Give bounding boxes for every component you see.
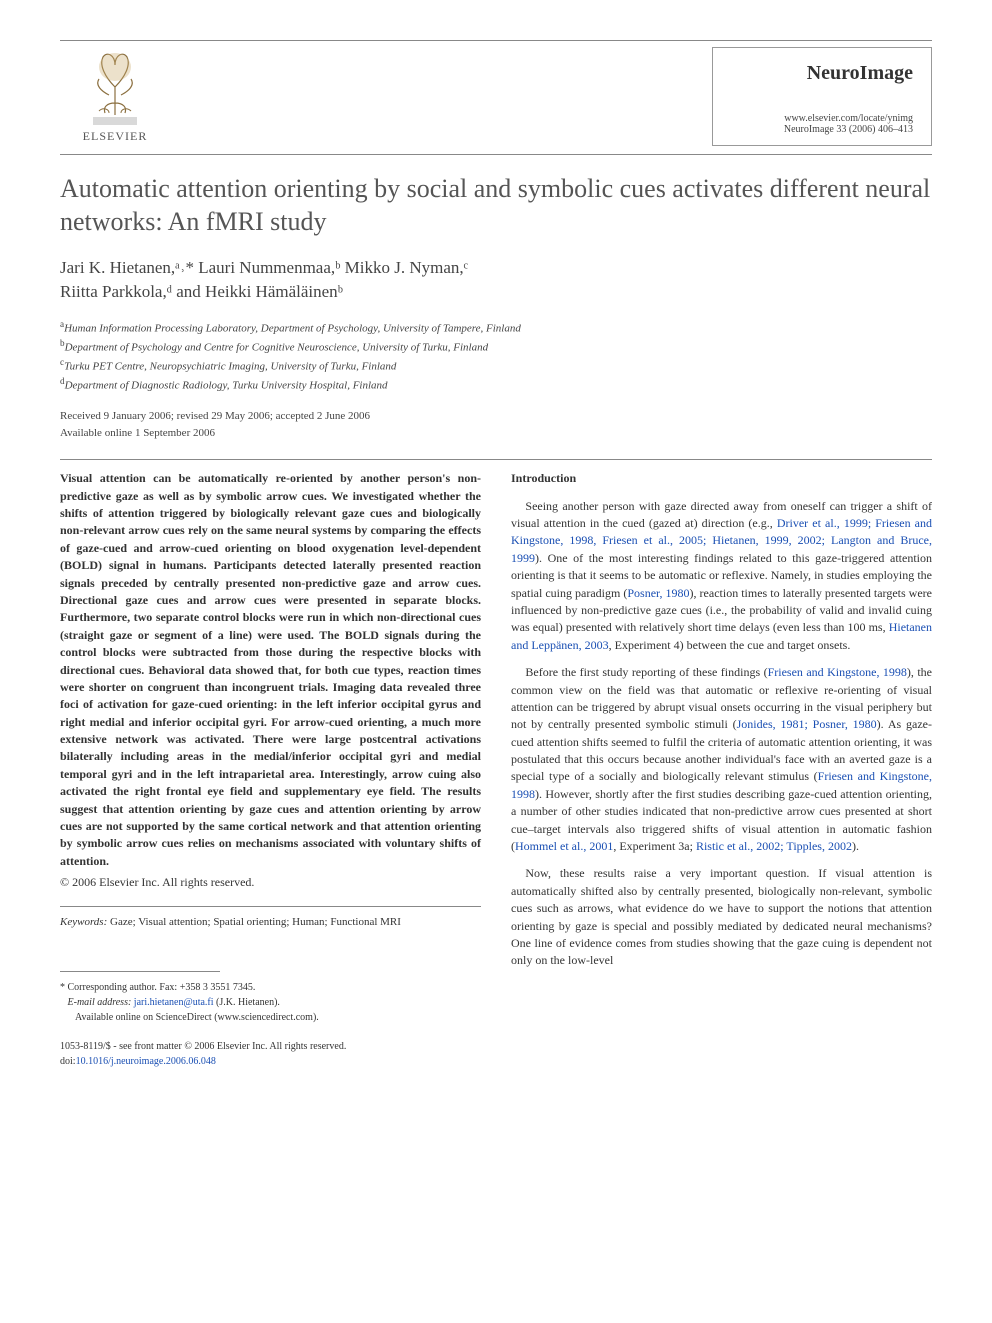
cite-p2-1[interactable]: Friesen and Kingstone, 1998 [768,665,907,679]
doi-line: doi:10.1016/j.neuroimage.2006.06.048 [60,1054,481,1069]
keywords-label: Keywords: [60,916,107,928]
affil-c: Turku PET Centre, Neuropsychiatric Imagi… [64,361,396,373]
doi-label: doi: [60,1056,76,1067]
email-line: E-mail address: jari.hietanen@uta.fi (J.… [60,995,481,1010]
doi-value[interactable]: 10.1016/j.neuroimage.2006.06.048 [76,1056,216,1067]
email-of: (J.K. Hietanen). [216,997,280,1008]
online-date: Available online 1 September 2006 [60,427,215,439]
dates-block: Received 9 January 2006; revised 29 May … [60,408,932,441]
copyright-line: © 2006 Elsevier Inc. All rights reserved… [60,874,481,891]
left-column: Visual attention can be automatically re… [60,470,481,1068]
affil-a: Human Information Processing Laboratory,… [64,322,521,334]
sciencedirect-line: Available online on ScienceDirect (www.s… [60,1010,481,1025]
authors: Jari K. Hietanen,ᵃ˒* Lauri Nummenmaa,ᵇ M… [60,256,932,304]
two-column-body: Visual attention can be automatically re… [60,470,932,1068]
intro-para-1: Seeing another person with gaze directed… [511,498,932,655]
cite-p2-5[interactable]: Ristic et al., 2002; Tipples, 2002 [696,839,852,853]
affiliations: aHuman Information Processing Laboratory… [60,318,932,395]
elsevier-tree-icon [75,47,155,127]
footnote-rule [60,971,220,972]
cite-p2-4[interactable]: Hommel et al., 2001 [515,839,613,853]
keywords-text: Gaze; Visual attention; Spatial orientin… [110,916,401,928]
journal-site: www.elsevier.com/locate/ynimg [731,113,913,124]
keywords-line: Keywords: Gaze; Visual attention; Spatia… [60,915,481,931]
header-rule [60,154,932,155]
publisher-block: ELSEVIER [60,47,170,144]
article-title: Automatic attention orienting by social … [60,173,932,238]
p1d: , Experiment 4) between the cue and targ… [609,638,851,652]
email-address[interactable]: jari.hietanen@uta.fi [134,997,214,1008]
p2e: , Experiment 3a; [613,839,696,853]
affil-d: Department of Diagnostic Radiology, Turk… [65,380,388,392]
top-rule [60,40,932,41]
journal-citation: NeuroImage 33 (2006) 406–413 [731,124,913,135]
authors-line2: Riitta Parkkola,ᵈ and Heikki Hämäläinenᵇ [60,282,343,301]
intro-para-2: Before the first study reporting of thes… [511,664,932,855]
right-column: Introduction Seeing another person with … [511,470,932,1068]
introduction-heading: Introduction [511,470,932,487]
pre-body-rule [60,459,932,460]
p2f: ). [852,839,859,853]
bottom-matter: 1053-8119/$ - see front matter © 2006 El… [60,1039,481,1069]
received-date: Received 9 January 2006; revised 29 May … [60,410,370,422]
abstract-text: Visual attention can be automatically re… [60,470,481,870]
footnote-block: * Corresponding author. Fax: +358 3 3551… [60,980,481,1025]
intro-para-3: Now, these results raise a very importan… [511,865,932,969]
cite-p2-2[interactable]: Jonides, 1981; Posner, 1980 [737,717,877,731]
corresponding-author: * Corresponding author. Fax: +358 3 3551… [60,980,481,995]
email-label: E-mail address: [68,997,132,1008]
cite-p1-2[interactable]: Posner, 1980 [627,586,689,600]
affil-b: Department of Psychology and Centre for … [65,341,489,353]
journal-name: NeuroImage [731,62,913,85]
publisher-name: ELSEVIER [83,129,148,144]
keyword-rule [60,906,481,907]
front-matter-line: 1053-8119/$ - see front matter © 2006 El… [60,1039,481,1054]
header-row: ELSEVIER NeuroImage www.elsevier.com/loc… [60,47,932,146]
journal-box: NeuroImage www.elsevier.com/locate/ynimg… [712,47,932,146]
authors-line1: Jari K. Hietanen,ᵃ˒* Lauri Nummenmaa,ᵇ M… [60,258,468,277]
p2a: Before the first study reporting of thes… [525,665,767,679]
